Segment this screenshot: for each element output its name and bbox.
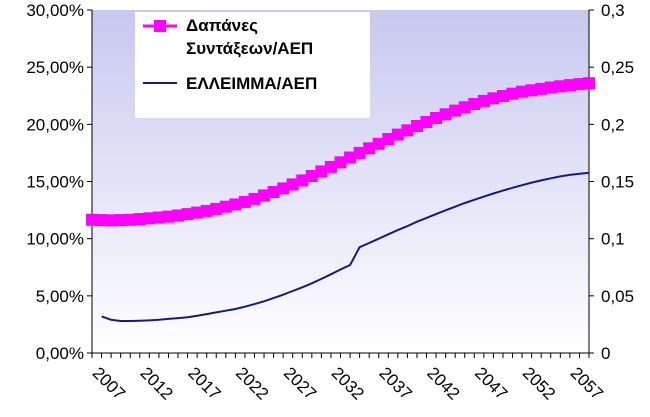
legend: Δαπάνες Συντάξεων/ΑΕΠ ΕΛΛΕΙΜΜΑ/ΑΕΠ: [135, 12, 370, 118]
pension-point-marker: [200, 204, 213, 217]
legend-swatch-marker-pension: [154, 20, 166, 32]
pension-point-marker: [86, 213, 98, 226]
x-tick-label: 2057: [567, 363, 607, 403]
pension-point-marker: [105, 214, 118, 227]
pension-point-marker: [583, 77, 595, 90]
left-y-tick-label: 10,00%: [26, 230, 84, 249]
pension-point-marker: [219, 200, 232, 213]
left-y-tick-label: 15,00%: [26, 173, 84, 192]
pension-point-marker: [277, 182, 290, 195]
right-y-tick-label: 0,25: [601, 58, 634, 77]
pension-point-marker: [516, 85, 529, 98]
pension-point-marker: [487, 92, 500, 105]
pension-point-marker: [458, 101, 471, 114]
pension-point-marker: [172, 209, 184, 222]
pension-point-marker: [401, 124, 414, 137]
pension-point-marker: [506, 87, 519, 100]
pension-point-marker: [162, 210, 175, 223]
x-tick-label: 2027: [280, 363, 320, 403]
right-y-tick-label: 0,05: [601, 287, 634, 306]
pension-point-marker: [477, 94, 490, 107]
pension-point-marker: [468, 98, 481, 110]
pension-point-marker: [372, 137, 385, 150]
series-line-deficit: [101, 171, 590, 322]
pension-point-marker: [353, 146, 366, 159]
pension-point-marker: [535, 82, 548, 95]
pension-point-marker: [152, 211, 165, 224]
left-y-tick-label: 0,00%: [36, 344, 84, 363]
pension-point-marker: [229, 198, 242, 211]
pension-point-marker: [133, 213, 146, 225]
x-tick-label: 2042: [423, 363, 463, 403]
x-tick-label: 2022: [232, 363, 272, 403]
pension-point-marker: [449, 104, 462, 117]
legend-box: [135, 12, 370, 118]
pension-point-marker: [248, 192, 261, 205]
pension-point-marker: [525, 84, 538, 97]
right-y-tick-label: 0,3: [601, 1, 625, 20]
right-y-tick-label: 0,1: [601, 230, 625, 249]
pension-point-marker: [114, 214, 127, 227]
pension-point-marker: [411, 120, 423, 132]
pension-point-marker: [238, 195, 251, 208]
pension-point-marker: [95, 214, 108, 227]
pension-point-marker: [554, 80, 567, 93]
pension-point-marker: [286, 178, 299, 191]
pension-point-marker: [334, 156, 347, 169]
x-tick-label: 2047: [471, 363, 511, 403]
left-y-tick-label: 20,00%: [26, 115, 84, 134]
x-tick-label: 2017: [184, 363, 224, 403]
pension-point-marker: [344, 151, 357, 164]
legend-label-pension-line2: Συντάξεων/ΑΕΠ: [186, 39, 313, 58]
pension-point-marker: [191, 206, 204, 219]
pension-point-marker: [544, 81, 557, 94]
pension-point-marker: [563, 79, 576, 92]
pension-point-marker: [430, 112, 443, 124]
pension-point-marker: [324, 160, 337, 173]
pension-point-marker: [573, 78, 586, 91]
pension-point-marker: [296, 174, 309, 187]
pension-point-marker: [143, 212, 156, 225]
x-tick-label: 2012: [137, 363, 177, 403]
pension-point-marker: [420, 116, 433, 128]
x-tick-label: 2037: [375, 363, 415, 403]
right-y-tick-label: 0: [601, 344, 610, 363]
pension-point-marker: [258, 189, 270, 202]
pension-point-marker: [363, 142, 376, 155]
right-y-tick-label: 0,15: [601, 173, 634, 192]
x-tick-label: 2007: [89, 363, 129, 403]
legend-label-pension-line1: Δαπάνες: [186, 16, 258, 35]
pension-point-marker: [391, 128, 404, 141]
pension-point-marker: [382, 133, 395, 145]
legend-label-deficit: ΕΛΛΕΙΜΜΑ/ΑΕΠ: [186, 74, 317, 93]
left-y-tick-label: 5,00%: [36, 287, 84, 306]
pension-point-marker: [315, 165, 328, 178]
pension-point-marker: [124, 213, 137, 226]
pension-point-marker: [497, 90, 509, 102]
right-y-tick-label: 0,2: [601, 115, 625, 134]
x-tick-label: 2032: [328, 363, 368, 403]
pension-point-marker: [439, 108, 452, 121]
pension-point-marker: [305, 170, 318, 182]
pension-point-marker: [210, 202, 223, 215]
pension-point-marker: [181, 208, 194, 221]
left-y-tick-label: 25,00%: [26, 58, 84, 77]
x-tick-label: 2052: [519, 363, 559, 403]
series-layer: [86, 77, 595, 322]
pension-point-marker: [267, 186, 280, 198]
left-y-tick-label: 30,00%: [26, 1, 84, 20]
